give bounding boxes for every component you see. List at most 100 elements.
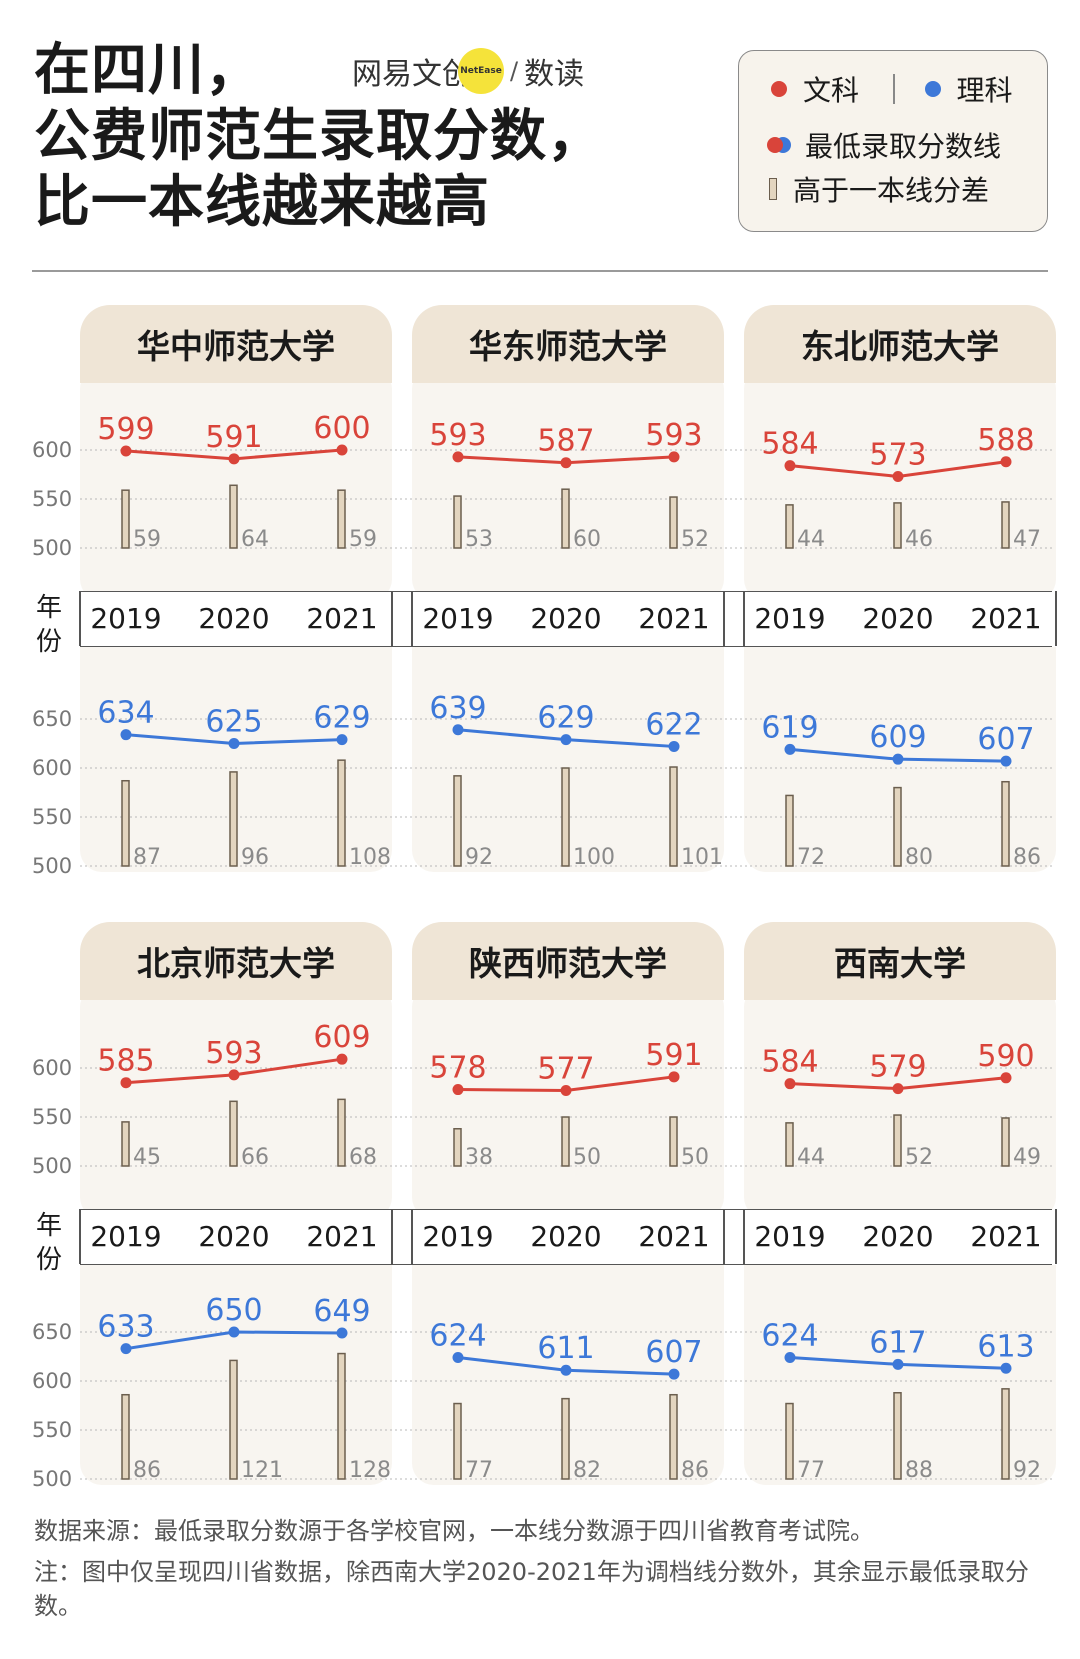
min-line-dots-icon bbox=[767, 136, 793, 154]
wenke-point bbox=[228, 1069, 240, 1081]
wenke-point bbox=[120, 445, 132, 457]
axis-tick-wenke: 500 bbox=[32, 1154, 73, 1178]
gap-bar bbox=[229, 771, 238, 867]
wenke-value-label: 584 bbox=[761, 1045, 818, 1080]
panel-body-top bbox=[744, 367, 1056, 601]
panel-title: 东北师范大学 bbox=[744, 305, 1056, 383]
like-value-label: 649 bbox=[313, 1294, 370, 1329]
year-axis-char: 年 bbox=[35, 593, 62, 623]
gap-label: 53 bbox=[465, 527, 493, 552]
gap-bar bbox=[785, 1402, 794, 1480]
axis-tick-like: 550 bbox=[32, 805, 73, 829]
like-value-label: 617 bbox=[869, 1325, 926, 1360]
like-point bbox=[784, 1351, 796, 1363]
brand-slash: / bbox=[510, 57, 519, 85]
gap-bar bbox=[1001, 501, 1010, 549]
like-value-label: 633 bbox=[97, 1310, 154, 1345]
gap-bar bbox=[561, 1116, 570, 1167]
like-value-label: 622 bbox=[645, 707, 702, 742]
gap-bar bbox=[453, 1128, 462, 1167]
panel-title: 华中师范大学 bbox=[80, 305, 392, 383]
like-value-label: 609 bbox=[869, 720, 926, 755]
like-value-label: 619 bbox=[761, 710, 818, 745]
gap-bar bbox=[785, 794, 794, 867]
gap-label: 66 bbox=[241, 1145, 269, 1170]
brand-left: 网易文创 bbox=[352, 57, 472, 92]
wenke-point bbox=[452, 451, 464, 463]
wenke-point bbox=[668, 1071, 680, 1083]
year-label: 2020 bbox=[530, 602, 602, 635]
gap-bar bbox=[453, 495, 462, 549]
title-line: 比一本线越来越高 bbox=[34, 170, 490, 235]
panel-title: 北京师范大学 bbox=[80, 922, 392, 1000]
wenke-point bbox=[560, 457, 572, 469]
panel-title: 西南大学 bbox=[744, 922, 1056, 1000]
wenke-point bbox=[228, 453, 240, 465]
like-point bbox=[892, 1358, 904, 1370]
year-label: 2019 bbox=[90, 602, 162, 635]
axis-tick-like: 600 bbox=[32, 756, 73, 780]
wenke-value-label: 577 bbox=[537, 1052, 594, 1087]
gap-label: 52 bbox=[905, 1145, 933, 1170]
year-label: 2021 bbox=[970, 602, 1042, 635]
legend-like: 理科 bbox=[956, 74, 1013, 107]
gap-label: 86 bbox=[133, 1458, 161, 1483]
like-point bbox=[336, 1327, 348, 1339]
brand-logo: 网易文创 NetEase / 数读 bbox=[352, 48, 584, 94]
axis-tick-like: 500 bbox=[32, 1467, 73, 1491]
year-band-edge bbox=[391, 1209, 393, 1264]
wenke-value-label: 578 bbox=[429, 1051, 486, 1086]
year-label: 2020 bbox=[862, 602, 934, 635]
legend-row-min-line: 最低录取分数线 bbox=[767, 125, 1001, 165]
gap-bar bbox=[121, 1393, 130, 1480]
wenke-point bbox=[336, 444, 348, 456]
gap-label: 92 bbox=[1013, 1458, 1041, 1483]
axis-tick-wenke: 550 bbox=[32, 487, 73, 511]
gap-label: 64 bbox=[241, 527, 269, 552]
gap-bar bbox=[785, 504, 794, 549]
panel-body-top bbox=[412, 985, 724, 1219]
panel-title: 陕西师范大学 bbox=[412, 922, 724, 1000]
legend: 文科 理科 最低录取分数线 高于一本线分差 bbox=[738, 50, 1048, 232]
year-axis-label: 年份 bbox=[34, 591, 64, 659]
panel-body-top bbox=[412, 367, 724, 601]
gap-bar bbox=[561, 767, 570, 867]
like-point bbox=[452, 1351, 464, 1363]
wenke-point bbox=[892, 470, 904, 482]
gap-bar bbox=[121, 1121, 130, 1167]
gap-label: 101 bbox=[681, 845, 723, 870]
like-value-label: 634 bbox=[97, 696, 154, 731]
wenke-point bbox=[784, 1078, 796, 1090]
wenke-value-label: 600 bbox=[313, 411, 370, 446]
wenke-point bbox=[1000, 456, 1012, 468]
like-value-label: 607 bbox=[977, 722, 1034, 757]
year-band-edge bbox=[743, 591, 745, 646]
like-value-label: 650 bbox=[205, 1293, 262, 1328]
wenke-value-label: 609 bbox=[313, 1020, 370, 1055]
axis-tick-like: 500 bbox=[32, 854, 73, 878]
like-point bbox=[668, 1368, 680, 1380]
wenke-point bbox=[560, 1085, 572, 1097]
axis-tick-wenke: 550 bbox=[32, 1105, 73, 1129]
gap-label: 46 bbox=[905, 527, 933, 552]
year-label: 2020 bbox=[198, 1220, 270, 1253]
like-point bbox=[560, 734, 572, 746]
year-label: 2021 bbox=[638, 1220, 710, 1253]
year-label: 2020 bbox=[530, 1220, 602, 1253]
like-value-label: 611 bbox=[537, 1331, 594, 1366]
wenke-point bbox=[784, 460, 796, 472]
year-label: 2019 bbox=[90, 1220, 162, 1253]
year-band: 2019 2020 2021 2019 2020 2021 2019 2020 2021 bbox=[79, 591, 1057, 647]
like-point bbox=[1000, 755, 1012, 767]
gap-label: 77 bbox=[465, 1458, 493, 1483]
gap-label: 60 bbox=[573, 527, 601, 552]
gap-label: 128 bbox=[349, 1458, 391, 1483]
gap-bar bbox=[893, 786, 902, 867]
year-band-edge bbox=[1055, 591, 1057, 646]
footer-note: 注：图中仅呈现四川省数据，除西南大学2020-2021年为调档线分数外，其余显示… bbox=[34, 1558, 1029, 1620]
title-line: 公费师范生录取分数， bbox=[34, 104, 604, 169]
like-point bbox=[784, 743, 796, 755]
legend-row-gap: 高于一本线分差 bbox=[769, 169, 989, 209]
year-label: 2021 bbox=[306, 602, 378, 635]
year-band-edge bbox=[411, 1209, 413, 1264]
